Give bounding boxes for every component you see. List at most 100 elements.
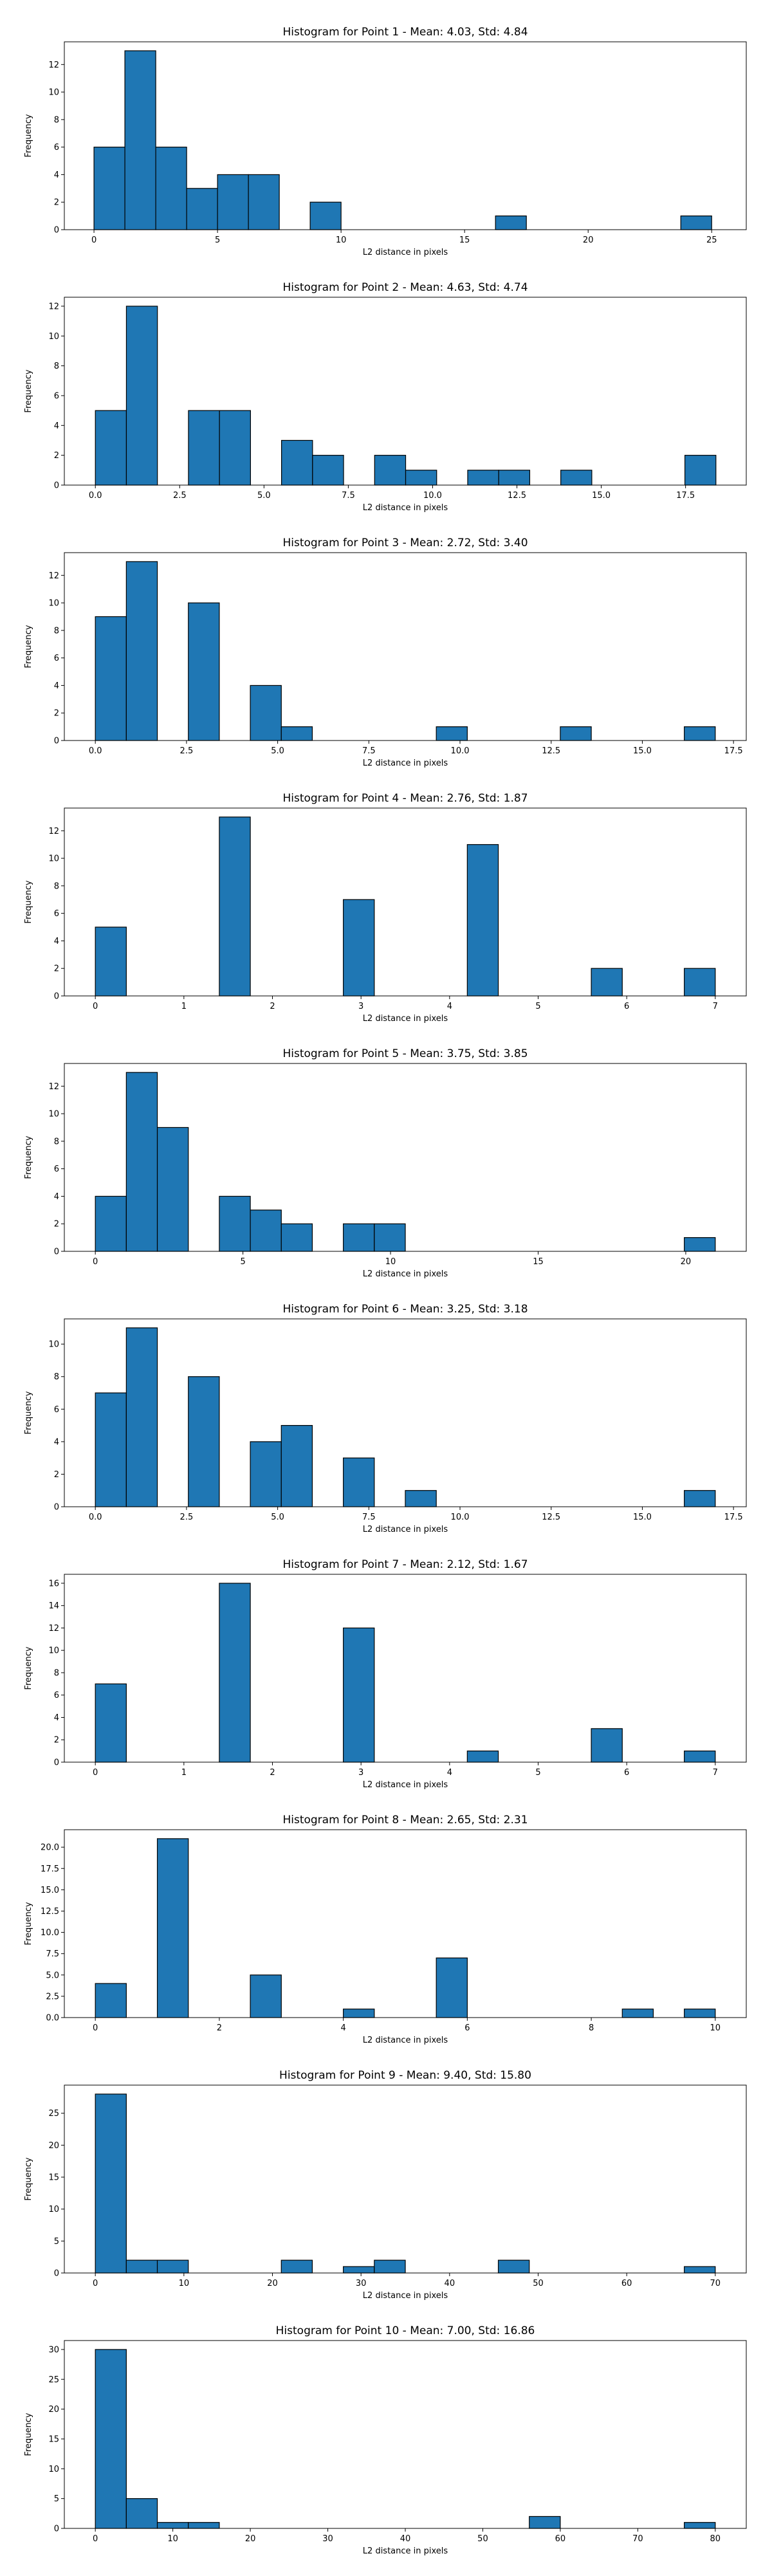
histogram-bar: [343, 1223, 375, 1252]
y-tick-label: 10: [48, 1110, 59, 1119]
x-tick-label: 60: [621, 2279, 632, 2288]
chart-title: Histogram for Point 10 - Mean: 7.00, Std…: [276, 2324, 535, 2337]
histogram-bar: [621, 2009, 654, 2018]
y-tick-label: 12: [48, 302, 59, 311]
histogram-bar: [155, 147, 187, 230]
y-tick-label: 8: [54, 1372, 59, 1382]
histogram-bar: [125, 306, 158, 486]
x-tick-label: 3: [358, 1002, 363, 1011]
x-tick-label: 0: [93, 1768, 98, 1778]
x-tick-label: 5: [215, 235, 220, 245]
histogram-bar: [684, 2522, 716, 2529]
y-tick-label: 6: [54, 654, 59, 663]
x-tick-label: 2: [270, 1768, 275, 1778]
y-tick-label: 20: [48, 2405, 59, 2415]
y-tick-label: 20.0: [41, 1843, 59, 1853]
x-axis-label: L2 distance in pixels: [363, 1269, 448, 1279]
histogram-bar: [125, 2498, 158, 2529]
y-tick-label: 12.5: [41, 1907, 59, 1917]
x-tick-label: 2: [270, 1002, 275, 1011]
x-tick-label: 12.5: [542, 1513, 560, 1522]
x-tick-label: 7: [713, 1002, 718, 1011]
histogram-bar: [466, 844, 499, 997]
y-tick-label: 0: [54, 481, 59, 491]
histogram-bar: [217, 174, 249, 230]
histogram-bar: [680, 216, 712, 230]
histogram-bar: [591, 968, 623, 997]
x-tick-label: 20: [245, 2534, 256, 2544]
x-tick-label: 5.0: [271, 1513, 284, 1522]
x-tick-label: 17.5: [676, 491, 695, 501]
y-tick-label: 0.0: [46, 2014, 59, 2023]
x-axis-label: L2 distance in pixels: [363, 759, 448, 768]
y-tick-label: 25: [48, 2375, 59, 2385]
x-tick-label: 4: [447, 1768, 452, 1778]
histogram-bar: [95, 410, 127, 486]
histogram-bar: [312, 455, 344, 486]
histogram-bar: [467, 470, 499, 486]
y-tick-label: 12: [48, 827, 59, 836]
x-tick-label: 10: [167, 2534, 178, 2544]
histogram-bar: [343, 2266, 375, 2274]
y-tick-label: 12: [48, 60, 59, 70]
y-axis-label: Frequency: [24, 880, 33, 923]
x-tick-label: 0: [93, 2023, 98, 2033]
histogram-bar: [374, 2259, 406, 2274]
chart-title: Histogram for Point 8 - Mean: 2.65, Std:…: [282, 1814, 528, 1826]
plot-frame: [64, 1063, 747, 1252]
x-tick-label: 5: [535, 1002, 540, 1011]
x-tick-label: 8: [589, 2023, 594, 2033]
histogram-bar: [280, 1424, 313, 1507]
histogram-bar: [281, 439, 313, 486]
y-axis-label: Frequency: [24, 114, 33, 157]
histogram-bar: [684, 726, 716, 741]
y-tick-label: 2: [54, 1736, 59, 1745]
plot-frame: [64, 2340, 747, 2529]
histogram-bar: [156, 1838, 189, 2018]
x-tick-label: 17.5: [724, 1513, 743, 1522]
y-tick-label: 10: [48, 854, 59, 864]
y-axis-label: Frequency: [24, 1902, 33, 1945]
y-tick-label: 0: [54, 2525, 59, 2534]
y-tick-label: 10: [48, 88, 59, 98]
histogram-bar: [250, 1974, 282, 2018]
y-tick-label: 15: [48, 2173, 59, 2183]
y-tick-label: 10: [48, 599, 59, 609]
y-tick-label: 30: [48, 2345, 59, 2355]
x-tick-label: 40: [445, 2279, 455, 2288]
y-axis-label: Frequency: [24, 2157, 33, 2200]
x-tick-label: 17.5: [724, 746, 743, 756]
chart-title: Histogram for Point 6 - Mean: 3.25, Std:…: [282, 1303, 528, 1316]
x-tick-label: 20: [267, 2279, 278, 2288]
histogram-bar: [186, 188, 218, 230]
y-tick-label: 5: [54, 2237, 59, 2247]
histogram-bar: [188, 2522, 220, 2529]
y-tick-label: 12: [48, 571, 59, 581]
histogram-bar: [280, 726, 313, 741]
histogram-bar: [498, 470, 531, 486]
y-tick-label: 5: [54, 2494, 59, 2504]
plot-frame: [64, 807, 747, 997]
y-tick-label: 16: [48, 1579, 59, 1588]
x-tick-label: 5: [240, 1257, 245, 1267]
histogram-bar: [95, 926, 127, 997]
chart-title: Histogram for Point 7 - Mean: 2.12, Std:…: [282, 1558, 528, 1571]
x-tick-label: 12.5: [542, 746, 560, 756]
x-tick-label: 50: [477, 2534, 488, 2544]
histogram-bar: [436, 726, 468, 741]
x-tick-label: 2: [217, 2023, 222, 2033]
y-tick-label: 6: [54, 1405, 59, 1415]
y-tick-label: 2.5: [46, 1992, 59, 2001]
y-tick-label: 10: [48, 1340, 59, 1350]
x-tick-label: 20: [681, 1257, 692, 1267]
x-tick-label: 10.0: [423, 491, 442, 501]
y-tick-label: 15: [48, 2434, 59, 2444]
histogram-bar: [343, 899, 375, 997]
histogram-bar: [374, 1223, 406, 1252]
y-axis-label: Frequency: [24, 2413, 33, 2456]
y-tick-label: 2: [54, 964, 59, 974]
y-tick-label: 4: [54, 1713, 59, 1723]
x-tick-label: 4: [447, 1002, 452, 1011]
